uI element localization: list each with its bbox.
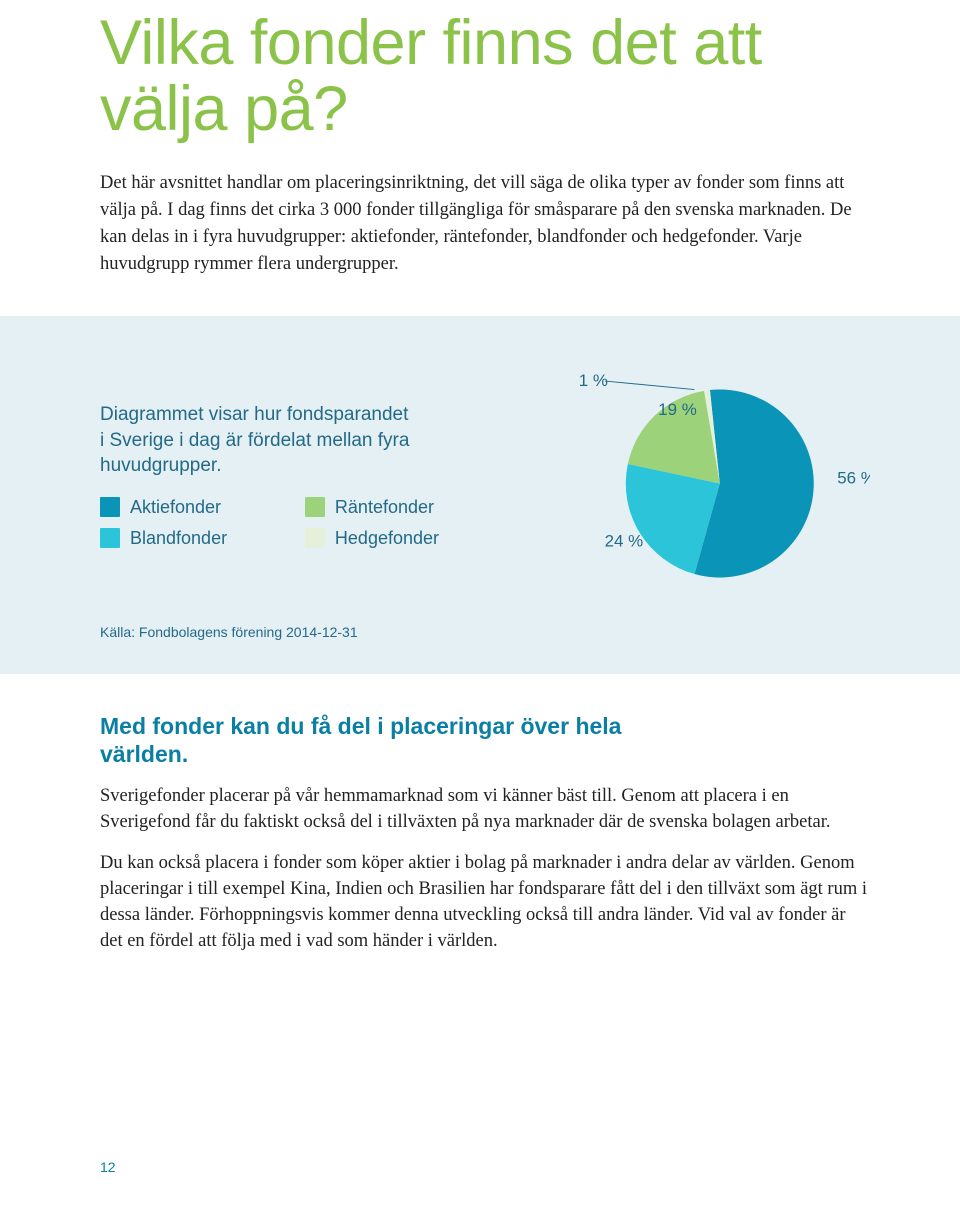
swatch-icon xyxy=(305,497,325,517)
body-paragraph: Sverigefonder placerar på vår hemmamarkn… xyxy=(100,783,870,836)
svg-text:24 %: 24 % xyxy=(604,531,643,550)
svg-text:56 %: 56 % xyxy=(837,468,870,487)
page-number: 12 xyxy=(100,1159,116,1175)
swatch-icon xyxy=(305,528,325,548)
svg-text:1 %: 1 % xyxy=(579,370,608,389)
chart-panel: Diagrammet visar hur fondsparandet i Sve… xyxy=(0,316,960,674)
page-title: Vilka fonder finns det att välja på? xyxy=(100,10,870,142)
legend-item-blandfonder: Blandfonder xyxy=(100,528,281,549)
chart-source: Källa: Fondbolagens förening 2014-12-31 xyxy=(100,624,870,640)
section-heading: Med fonder kan du få del i placeringar ö… xyxy=(100,712,660,770)
swatch-icon xyxy=(100,528,120,548)
legend-label: Räntefonder xyxy=(335,497,434,518)
intro-paragraph: Det här avsnittet handlar om placeringsi… xyxy=(100,170,860,277)
legend-label: Aktiefonder xyxy=(130,497,221,518)
chart-legend: Aktiefonder Räntefonder Blandfonder Hedg… xyxy=(100,497,493,549)
pie-chart: 56 % 24 % 19 % 1 % xyxy=(513,356,870,596)
legend-item-aktiefonder: Aktiefonder xyxy=(100,497,281,518)
chart-description: Diagrammet visar hur fondsparandet i Sve… xyxy=(100,402,410,479)
body-paragraph: Du kan också placera i fonder som köper … xyxy=(100,850,870,955)
svg-text:19 %: 19 % xyxy=(658,399,697,418)
legend-item-hedgefonder: Hedgefonder xyxy=(305,528,493,549)
swatch-icon xyxy=(100,497,120,517)
legend-item-rantefonder: Räntefonder xyxy=(305,497,493,518)
legend-label: Hedgefonder xyxy=(335,528,439,549)
legend-label: Blandfonder xyxy=(130,528,227,549)
